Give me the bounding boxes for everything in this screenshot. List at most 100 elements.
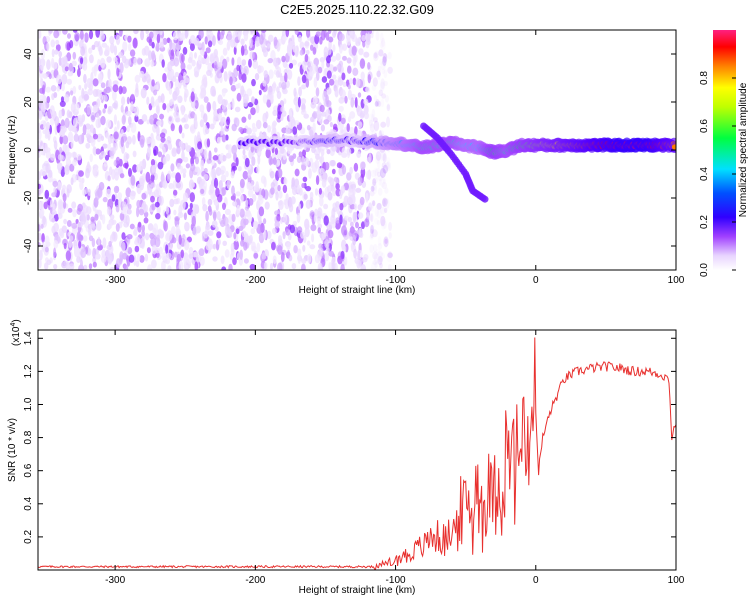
- heatmap-noise-cell: [181, 117, 186, 123]
- heatmap-noise-cell: [386, 103, 390, 110]
- heatmap-noise-cell: [232, 257, 237, 266]
- heatmap-noise-cell: [134, 74, 141, 83]
- heatmap-noise-cell: [156, 80, 160, 91]
- heatmap-noise-cell: [66, 109, 71, 119]
- heatmap-noise-cell: [291, 263, 297, 270]
- snr-x-tick-label: -200: [245, 575, 265, 586]
- heatmap-noise-cell: [363, 98, 369, 105]
- heatmap-noise-cell: [48, 169, 53, 178]
- heatmap-noise-cell: [388, 221, 393, 231]
- heatmap-noise-cell: [380, 39, 386, 51]
- heatmap-noise-cell: [361, 221, 365, 230]
- heatmap-noise-cell: [309, 191, 314, 200]
- heatmap-noise-cell: [58, 146, 63, 154]
- heatmap-noise-cell: [207, 198, 213, 206]
- heatmap-noise-cell: [270, 182, 276, 189]
- heatmap-noise-cell: [346, 147, 352, 156]
- heatmap-noise-cell: [336, 207, 340, 215]
- heatmap-noise-cell: [134, 106, 140, 117]
- heatmap-noise-cell: [372, 251, 378, 260]
- heatmap-noise-cell: [48, 73, 52, 80]
- heatmap-noise-cell: [263, 49, 268, 58]
- heatmap-noise-cell: [221, 266, 227, 270]
- heatmap-noise-cell: [281, 55, 286, 63]
- snr-y-tick-label: 0.2: [23, 530, 34, 544]
- heatmap-noise-cell: [321, 59, 325, 69]
- heatmap-noise-cell: [92, 261, 97, 268]
- heatmap-noise-cell: [240, 45, 245, 56]
- heatmap-noise-cell: [76, 256, 81, 263]
- heatmap-noise-cell: [90, 112, 96, 123]
- heatmap-noise-cell: [168, 116, 172, 122]
- heatmap-noise-cell: [263, 70, 268, 78]
- heatmap-noise-cell: [373, 52, 378, 59]
- heatmap-noise-cell: [92, 257, 97, 263]
- heatmap-noise-cell: [38, 122, 42, 134]
- heatmap-noise-cell: [351, 33, 357, 42]
- heatmap-noise-cell: [218, 39, 224, 46]
- heatmap-noise-cell: [372, 51, 379, 62]
- heatmap-noise-cell: [282, 231, 286, 240]
- heatmap-noise-cell: [85, 133, 91, 139]
- heatmap-noise-cell: [275, 70, 280, 78]
- heatmap-noise-cell: [379, 81, 385, 92]
- heatmap-noise-cell: [369, 119, 373, 127]
- heatmap-noise-cell: [277, 184, 281, 192]
- heatmap-noise-cell: [342, 55, 347, 61]
- heatmap-noise-cell: [328, 36, 334, 43]
- heatmap-noise-cell: [386, 251, 393, 263]
- heatmap-noise-cell: [338, 112, 342, 122]
- heatmap-noise-cell: [339, 190, 344, 197]
- heatmap-noise-cell: [247, 171, 252, 178]
- heatmap-noise-cell: [203, 148, 208, 160]
- heatmap-noise-cell: [65, 250, 72, 262]
- heatmap-noise-cell: [77, 231, 81, 238]
- heatmap-noise-cell: [167, 214, 171, 221]
- heatmap-x-tick-label: -100: [386, 275, 406, 286]
- heatmap-noise-cell: [251, 127, 258, 133]
- heatmap-noise-cell: [152, 227, 157, 235]
- heatmap-noise-cell: [100, 82, 106, 89]
- heatmap-noise-cell: [209, 183, 215, 194]
- heatmap-noise-cell: [194, 100, 199, 109]
- heatmap-noise-cell: [149, 114, 155, 125]
- heatmap-noise-cell: [379, 58, 384, 65]
- heatmap-noise-cell: [242, 149, 246, 156]
- heatmap-noise-cell: [263, 262, 268, 270]
- heatmap-noise-cell: [249, 30, 254, 36]
- heatmap-noise-cell: [250, 228, 256, 235]
- heatmap-noise-cell: [304, 53, 309, 63]
- heatmap-noise-cell: [304, 41, 310, 47]
- heatmap-noise-cell: [120, 104, 124, 113]
- snr-y-axis-label: SNR (10 * v/v): [7, 418, 18, 482]
- heatmap-noise-cell: [38, 232, 42, 241]
- heatmap-noise-cell: [252, 51, 255, 60]
- heatmap-noise-cell: [267, 58, 274, 64]
- heatmap-noise-cell: [235, 83, 240, 89]
- heatmap-noise-cell: [383, 80, 388, 87]
- heatmap-noise-cell: [352, 77, 357, 86]
- heatmap-noise-cell: [371, 229, 378, 238]
- heatmap-noise-cell: [222, 58, 228, 69]
- heatmap-noise-cell: [132, 37, 138, 49]
- heatmap-noise-cell: [319, 104, 325, 113]
- heatmap-noise-cell: [242, 93, 249, 104]
- heatmap-noise-cell: [327, 176, 333, 183]
- heatmap-noise-cell: [187, 56, 193, 64]
- heatmap-noise-cell: [88, 263, 93, 270]
- heatmap-noise-cell: [116, 67, 120, 77]
- heatmap-noise-cell: [373, 243, 378, 253]
- heatmap-noise-cell: [159, 30, 163, 36]
- snr-y-tick-label: 1.2: [23, 364, 34, 378]
- heatmap-noise-cell: [81, 88, 85, 99]
- heatmap-noise-cell: [244, 44, 247, 51]
- heatmap-noise-cell: [144, 58, 151, 67]
- heatmap-noise-cell: [375, 99, 380, 107]
- heatmap-noise-cell: [359, 161, 366, 171]
- heatmap-noise-cell: [84, 32, 89, 43]
- heatmap-noise-cell: [374, 206, 379, 218]
- heatmap-noise-cell: [375, 169, 379, 180]
- heatmap-noise-cell: [39, 87, 45, 94]
- heatmap-noise-cell: [191, 251, 198, 258]
